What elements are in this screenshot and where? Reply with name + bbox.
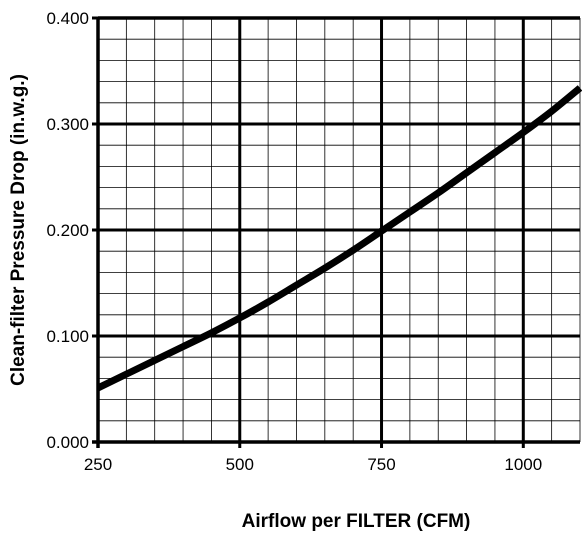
x-tick-label: 250 <box>84 455 112 474</box>
major-grid <box>92 16 580 448</box>
pressure-drop-line <box>96 85 582 392</box>
x-tick-label: 1000 <box>504 455 542 474</box>
x-tick-label: 500 <box>226 455 254 474</box>
y-tick-label: 0.400 <box>46 9 89 28</box>
x-tick-labels: 250 500 750 1000 <box>84 455 542 474</box>
y-tick-label: 0.300 <box>46 115 89 134</box>
y-tick-label: 0.100 <box>46 327 89 346</box>
series <box>96 85 582 392</box>
x-axis-title: Airflow per FILTER (CFM) <box>242 511 471 532</box>
axes <box>92 16 580 448</box>
y-axis-title: Clean-filter Pressure Drop (in.w.g.) <box>8 74 29 386</box>
y-tick-labels: 0.000 0.100 0.200 0.300 0.400 <box>46 9 89 452</box>
y-tick-label: 0.200 <box>46 221 89 240</box>
x-tick-label: 750 <box>367 455 395 474</box>
y-tick-label: 0.000 <box>46 433 89 452</box>
